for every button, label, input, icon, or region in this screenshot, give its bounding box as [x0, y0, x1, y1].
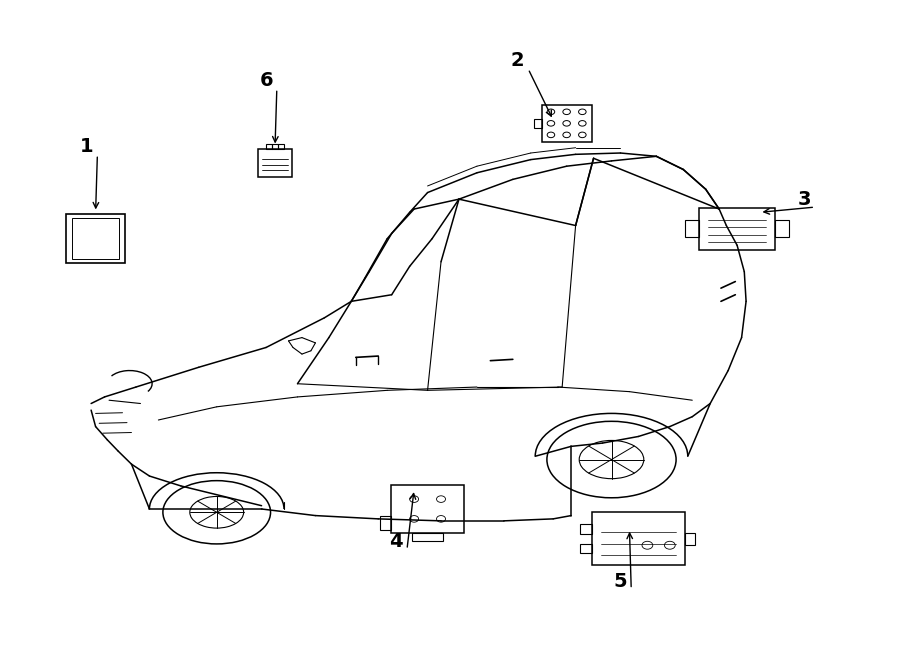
Text: 1: 1 [80, 137, 94, 156]
Bar [72, 218, 120, 260]
Bar [775, 220, 789, 237]
Text: 6: 6 [259, 71, 273, 90]
Bar [580, 544, 592, 553]
Bar [380, 516, 392, 530]
Bar [542, 105, 592, 142]
Text: 3: 3 [797, 189, 811, 209]
Bar [257, 149, 292, 177]
Bar [412, 533, 443, 542]
Bar [685, 533, 695, 545]
Bar [685, 220, 699, 237]
Bar [272, 144, 278, 149]
Text: 4: 4 [390, 532, 403, 551]
Bar [67, 214, 125, 263]
Bar [392, 485, 464, 533]
Text: 2: 2 [510, 51, 524, 70]
Text: 5: 5 [614, 572, 627, 591]
Bar [699, 208, 775, 250]
Bar [266, 144, 272, 149]
Bar [580, 524, 592, 534]
Bar [278, 144, 284, 149]
Bar [534, 118, 542, 128]
Bar [592, 512, 685, 565]
